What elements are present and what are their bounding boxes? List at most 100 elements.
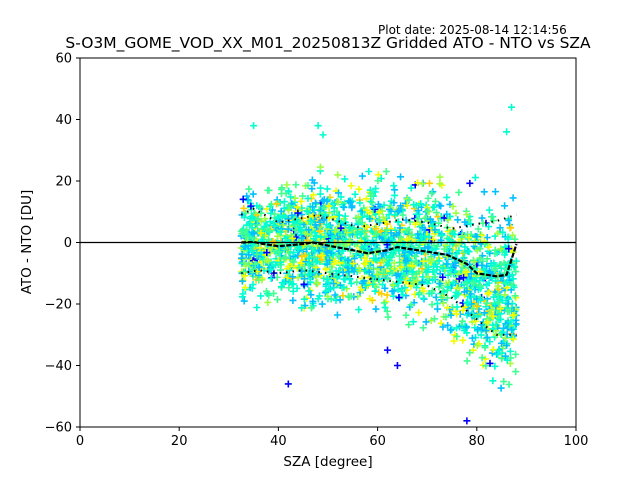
scatter-point [455, 275, 463, 283]
scatter-point [311, 229, 319, 237]
scatter-point [316, 227, 324, 235]
scatter-point [476, 282, 484, 290]
scatter-points [237, 103, 520, 425]
scatter-point [336, 296, 344, 304]
scatter-point [289, 296, 297, 304]
chart-lines [80, 207, 576, 336]
scatter-point [459, 232, 467, 240]
scatter-point [474, 225, 482, 233]
scatter-point [483, 234, 491, 242]
upper-std-curve [240, 207, 517, 230]
scatter-outlier [463, 417, 471, 425]
scatter-point [294, 251, 302, 259]
y-tick-label: −40 [45, 359, 72, 374]
scatter-point [240, 213, 248, 221]
scatter-point [419, 224, 427, 232]
scatter-point [462, 268, 470, 276]
scatter-point [324, 292, 332, 300]
scatter-point [322, 287, 330, 295]
scatter-point [484, 318, 492, 326]
scatter-point [444, 304, 452, 312]
scatter-point [452, 209, 460, 217]
scatter-point [419, 324, 427, 332]
scatter-point [435, 201, 443, 209]
scatter-point [453, 332, 461, 340]
scatter-point [245, 251, 253, 259]
scatter-point [512, 268, 520, 276]
scatter-point [485, 243, 493, 251]
scatter-point [379, 281, 387, 289]
scatter-point [263, 256, 271, 264]
scatter-point [276, 259, 284, 267]
scatter-point [379, 269, 387, 277]
scatter-point [440, 288, 448, 296]
scatter-point [503, 356, 511, 364]
scatter-point [417, 200, 425, 208]
scatter-point [499, 228, 507, 236]
scatter-point [418, 265, 426, 273]
scatter-point [358, 243, 366, 251]
scatter-point [512, 320, 520, 328]
scatter-point [341, 275, 349, 283]
scatter-point [481, 344, 489, 352]
scatter-point [480, 237, 488, 245]
scatter-point [461, 243, 469, 251]
scatter-point [386, 202, 394, 210]
scatter-point [455, 188, 463, 196]
scatter-point [407, 301, 415, 309]
scatter-point [304, 208, 312, 216]
scatter-point [298, 210, 306, 218]
scatter-point [257, 229, 265, 237]
scatter-point [390, 199, 398, 207]
scatter-point [290, 258, 298, 266]
scatter-point [241, 272, 249, 280]
scatter-point [494, 350, 502, 358]
scatter-point [247, 202, 255, 210]
scatter-point [375, 208, 383, 216]
scatter-outlier [384, 346, 392, 354]
scatter-point [390, 231, 398, 239]
scatter-point [353, 239, 361, 247]
scatter-point [440, 214, 448, 222]
scatter-point [495, 347, 503, 355]
scatter-point [437, 319, 445, 327]
scatter-point [436, 280, 444, 288]
scatter-point [480, 188, 488, 196]
scatter-outlier [284, 380, 292, 388]
scatter-point [351, 190, 359, 198]
scatter-point [432, 209, 440, 217]
scatter-point [463, 357, 471, 365]
scatter-point [242, 262, 250, 270]
x-tick-label: 80 [469, 434, 486, 449]
scatter-point [435, 283, 443, 291]
scatter-point [358, 279, 366, 287]
scatter-point [384, 313, 392, 321]
scatter-point [463, 287, 471, 295]
scatter-point [420, 257, 428, 265]
scatter-point [419, 294, 427, 302]
scatter-point [485, 223, 493, 231]
scatter-point [381, 284, 389, 292]
scatter-point [379, 213, 387, 221]
scatter-point [242, 233, 250, 241]
scatter-point [453, 303, 461, 311]
scatter-point [291, 194, 299, 202]
scatter-point [245, 220, 253, 228]
scatter-point [424, 243, 432, 251]
scatter-point [346, 224, 354, 232]
scatter-point [308, 185, 316, 193]
scatter-point [380, 299, 388, 307]
scatter-point [317, 207, 325, 215]
scatter-point [394, 270, 402, 278]
scatter-point [398, 287, 406, 295]
scatter-point [501, 202, 509, 210]
scatter-point [362, 195, 370, 203]
scatter-point [328, 229, 336, 237]
scatter-point [464, 309, 472, 317]
scatter-point [491, 362, 499, 370]
scatter-point [379, 257, 387, 265]
scatter-point [465, 248, 473, 256]
scatter-point [449, 202, 457, 210]
scatter-point [258, 276, 266, 284]
scatter-point [389, 249, 397, 257]
